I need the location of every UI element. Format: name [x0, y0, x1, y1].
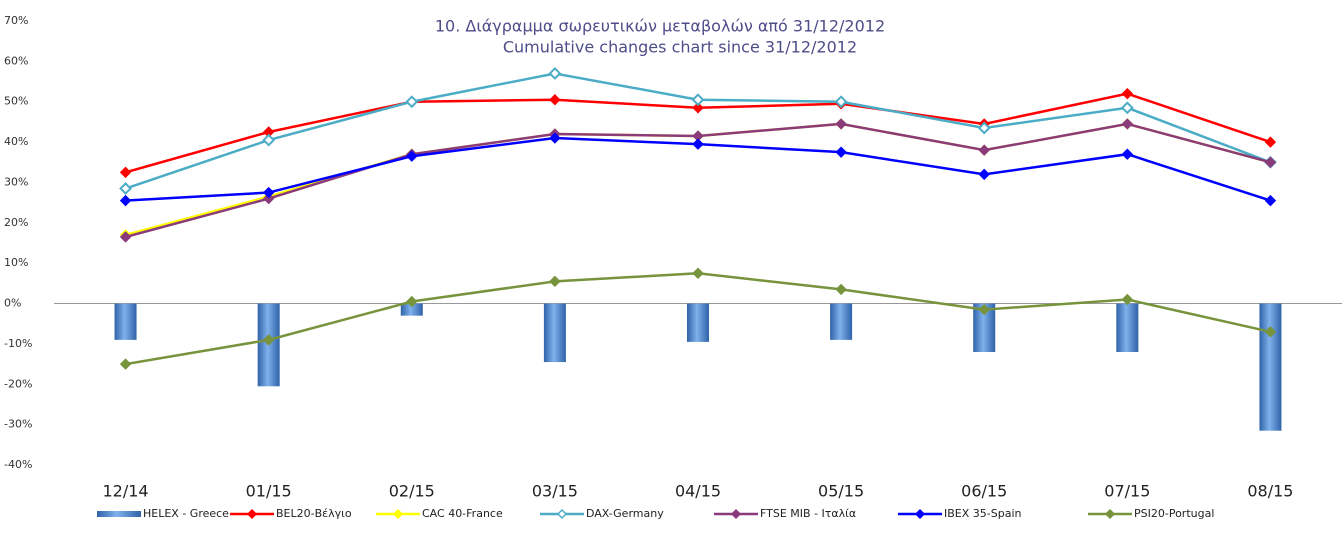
- x-tick-label: 04/15: [675, 482, 721, 501]
- y-tick-label: 50%: [4, 95, 28, 108]
- x-tick-label: 01/15: [246, 482, 292, 501]
- marker: [978, 168, 990, 181]
- x-tick-label: 07/15: [1104, 482, 1150, 501]
- x-tick-label: 06/15: [961, 482, 1007, 501]
- legend-marker: [1104, 508, 1116, 520]
- marker: [978, 144, 990, 156]
- y-tick-label: -30%: [4, 418, 32, 431]
- marker: [119, 358, 132, 370]
- chart-subtitle: Cumulative changes chart since 31/12/201…: [503, 38, 857, 57]
- marker: [262, 186, 275, 199]
- marker: [549, 132, 561, 144]
- marker: [405, 95, 419, 109]
- y-tick-label: -40%: [4, 458, 32, 471]
- x-tick-label: 12/14: [103, 482, 149, 501]
- marker: [835, 118, 847, 130]
- marker: [262, 334, 275, 346]
- marker: [834, 95, 848, 109]
- legend-swatch: [97, 511, 141, 517]
- y-tick-label: 10%: [4, 256, 28, 269]
- legend-label: DAX-Germany: [586, 507, 664, 520]
- chart-title: 10. Διάγραμμα σωρευτικών μεταβολών από 3…: [435, 17, 885, 36]
- marker: [691, 93, 705, 107]
- y-tick-label: 30%: [4, 175, 28, 188]
- marker: [1121, 293, 1134, 306]
- legend-label: FTSE MIB - Ιταλία: [760, 507, 856, 520]
- marker: [977, 121, 991, 135]
- marker: [978, 303, 990, 316]
- x-tick-label: 02/15: [389, 482, 435, 501]
- marker: [1264, 136, 1277, 148]
- legend-label: BEL20-Βέλγιο: [276, 507, 352, 520]
- marker: [549, 275, 561, 288]
- marker: [1264, 326, 1277, 338]
- x-tick-label: 08/15: [1247, 482, 1293, 501]
- bar: [830, 303, 853, 340]
- legend-marker: [392, 508, 404, 520]
- legend-label: CAC 40-France: [422, 507, 503, 520]
- marker: [1120, 101, 1134, 115]
- bar: [973, 303, 996, 352]
- legend-marker: [246, 508, 258, 520]
- marker: [119, 166, 132, 179]
- marker: [548, 67, 562, 80]
- y-tick-label: 60%: [4, 54, 28, 67]
- bar: [400, 303, 423, 316]
- marker: [835, 146, 847, 158]
- marker: [835, 283, 847, 296]
- marker: [262, 192, 275, 205]
- marker: [1121, 148, 1134, 160]
- marker: [1264, 194, 1277, 207]
- legend-label: PSI20-Portugal: [1134, 507, 1214, 520]
- y-tick-label: -10%: [4, 337, 32, 350]
- marker: [692, 138, 704, 150]
- x-tick-label: 03/15: [532, 482, 578, 501]
- marker: [119, 182, 132, 195]
- bar: [1116, 303, 1139, 352]
- y-tick-label: 70%: [4, 14, 28, 27]
- marker: [1264, 156, 1277, 168]
- marker: [1121, 118, 1134, 130]
- bar: [1259, 303, 1282, 431]
- y-tick-label: 40%: [4, 135, 28, 148]
- marker: [119, 231, 132, 243]
- x-tick-label: 05/15: [818, 482, 864, 501]
- bar: [543, 303, 566, 363]
- marker: [692, 102, 704, 114]
- legend-label: IBEX 35-Spain: [944, 507, 1022, 520]
- legend-marker: [914, 508, 926, 520]
- marker: [1121, 87, 1134, 100]
- marker: [549, 94, 561, 106]
- legend-marker: [556, 508, 568, 520]
- bar: [687, 303, 709, 342]
- y-tick-label: 20%: [4, 216, 28, 229]
- y-tick-label: -20%: [4, 377, 32, 390]
- bar: [114, 303, 137, 340]
- legend-marker: [730, 508, 742, 520]
- marker: [119, 194, 132, 207]
- marker: [406, 150, 418, 162]
- marker: [692, 267, 704, 279]
- marker: [406, 295, 418, 308]
- marker: [262, 133, 276, 147]
- y-tick-label: 0%: [4, 297, 21, 310]
- legend-label: HELEX - Greece: [143, 507, 229, 520]
